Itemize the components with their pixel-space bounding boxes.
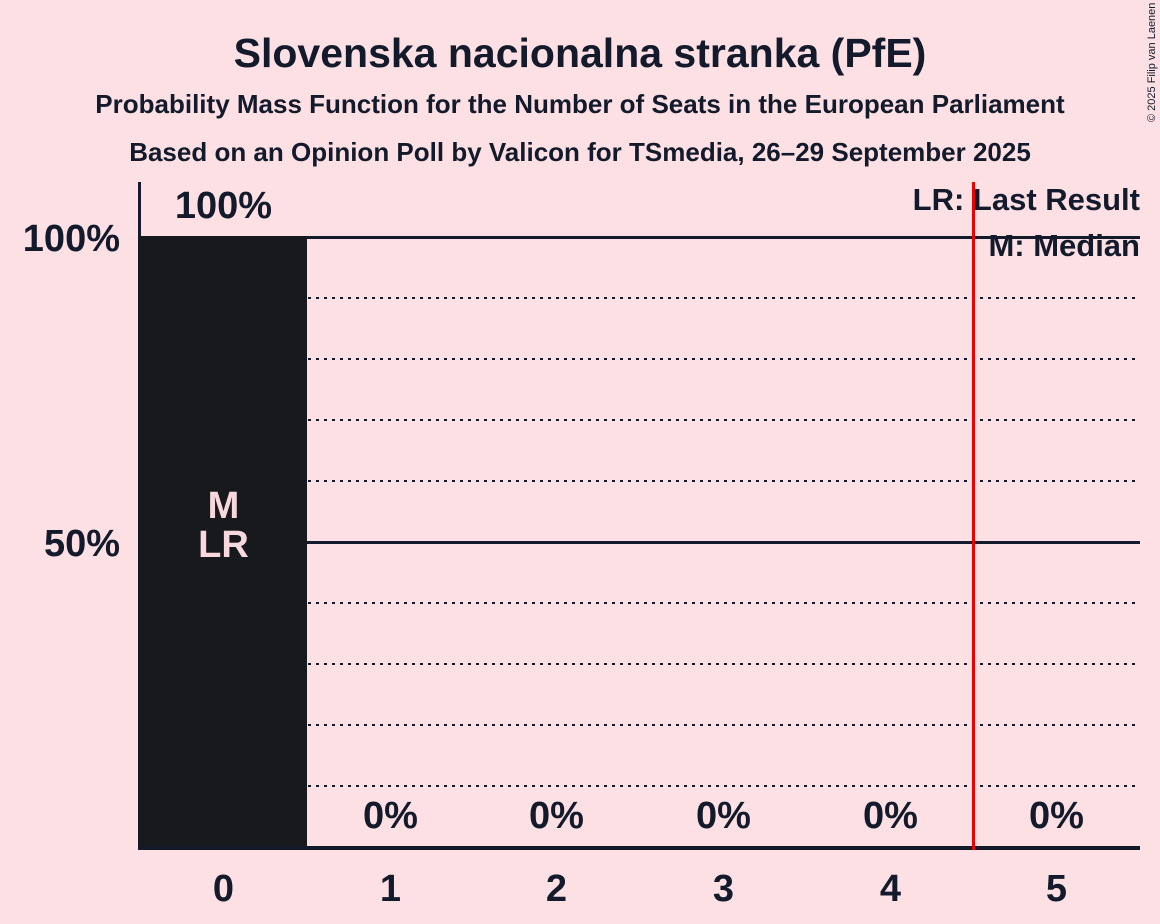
x-tick-label-1: 1 (379, 868, 402, 910)
bar-value-label-3: 0% (696, 795, 751, 837)
y-tick-label-100: 100% (22, 218, 120, 260)
bar-value-label-4: 0% (863, 795, 918, 837)
gridline-solid-100 (140, 236, 1140, 239)
bar-value-label-0: 100% (174, 185, 273, 227)
gridline-dotted-40 (140, 602, 1140, 604)
gridline-dotted-90 (140, 297, 1140, 299)
x-axis-line (138, 846, 1140, 850)
gridline-dotted-30 (140, 663, 1140, 665)
bar-value-label-5: 0% (1029, 795, 1084, 837)
gridline-dotted-80 (140, 358, 1140, 360)
x-tick-label-0: 0 (212, 868, 235, 910)
x-tick-label-2: 2 (545, 868, 568, 910)
chart-title: Slovenska nacionalna stranka (PfE) (233, 30, 927, 76)
copyright-notice: © 2025 Filip van Laenen (1146, 2, 1158, 122)
gridline-dotted-60 (140, 480, 1140, 482)
chart-subtitle: Probability Mass Function for the Number… (95, 89, 1065, 119)
gridline-dotted-70 (140, 419, 1140, 421)
x-tick-label-3: 3 (712, 868, 735, 910)
x-tick-label-5: 5 (1045, 868, 1068, 910)
bar-value-label-1: 0% (363, 795, 418, 837)
chart-source-line: Based on an Opinion Poll by Valicon for … (129, 137, 1031, 167)
bar-annotation-median-last-result: M LR (198, 485, 249, 566)
gridline-solid-50 (140, 541, 1140, 544)
y-tick-label-50: 50% (43, 523, 120, 565)
gridline-dotted-10 (140, 785, 1140, 787)
gridline-dotted-20 (140, 724, 1140, 726)
y-axis-line (138, 182, 141, 850)
bar-value-label-2: 0% (529, 795, 584, 837)
legend-median: M: Median (988, 228, 1140, 263)
majority-line (972, 182, 975, 850)
x-tick-label-4: 4 (879, 868, 902, 910)
bar-0 (140, 236, 307, 846)
legend-last-result: LR: Last Result (912, 182, 1140, 217)
